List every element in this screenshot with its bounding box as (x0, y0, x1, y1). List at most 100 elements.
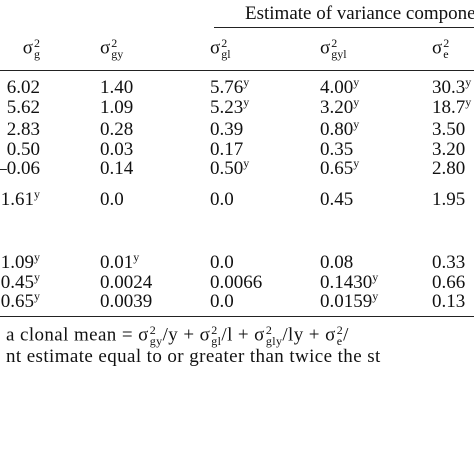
value: 4.00 (320, 77, 354, 98)
table-cell: 0.14 (100, 159, 133, 179)
table-cell: 2.80 (432, 159, 465, 179)
table-cell: 0.0 (210, 190, 234, 210)
table-cell: 0.39 (210, 120, 243, 140)
subscript: gyl (331, 47, 347, 61)
table-cell: 0.0 (100, 190, 124, 210)
table-cell: 0.65y (1, 289, 40, 312)
superscript: 2 (336, 323, 344, 337)
table-cell: 5.76y (210, 75, 250, 98)
text: 2.83 (6, 119, 40, 140)
superscript: 2 (443, 36, 450, 50)
value: 0.1430 (320, 272, 373, 293)
text: 1.40 (100, 77, 134, 98)
script-stack: 2 gly (265, 323, 283, 348)
superscript: 2 (265, 323, 273, 337)
table-cell: 0.1430y (320, 271, 378, 293)
script-stack: 2 gl (221, 37, 231, 61)
text: 1.95 (432, 189, 466, 210)
superscript: y (243, 75, 250, 89)
table-cell: 0.0159y (320, 289, 379, 312)
text: /y + (162, 324, 200, 346)
text: 3.50 (432, 119, 466, 140)
text: 5.62 (6, 97, 40, 118)
table-cell: 0.08 (320, 253, 353, 273)
value: 0.50 (210, 158, 244, 179)
superscript: 2 (111, 36, 118, 50)
table-cell: 0.03 (100, 140, 133, 160)
superscript: y (353, 156, 360, 170)
symbol: σ (432, 37, 443, 59)
table-cell: 0.65y (320, 156, 360, 179)
table-cell: 3.20 (432, 140, 465, 160)
table-cell: 3.20y (320, 96, 359, 118)
caption-rule (214, 27, 474, 28)
table-cell: 0.13 (432, 292, 465, 312)
table-cell: 0.35 (320, 140, 353, 160)
text: 0.28 (100, 119, 134, 140)
text: 6.02 (6, 77, 40, 98)
symbol: σ (138, 324, 149, 346)
superscript: 2 (331, 36, 338, 50)
symbol: σ (199, 324, 211, 346)
subscript: gl (221, 47, 231, 61)
value: 0.01 (100, 252, 134, 273)
subscript: gly (265, 334, 283, 348)
symbol: σ (325, 324, 336, 346)
value: 3.20 (320, 97, 354, 118)
text: –0.06 (0, 158, 40, 179)
text: 3.20 (432, 139, 466, 160)
value: 0.80 (320, 119, 354, 140)
table-cell: 30.3y (432, 75, 472, 98)
symbol: σ (210, 37, 221, 59)
table-cell: 0.50 (7, 140, 40, 160)
superscript: y (372, 289, 379, 303)
text: 0.17 (210, 139, 244, 160)
superscript: y (243, 156, 250, 170)
text: 0.0 (210, 291, 234, 312)
header-rule (0, 70, 474, 71)
table-cell: 0.45 (320, 190, 353, 210)
table-cell: 0.66 (432, 273, 465, 293)
script-stack: 2 gy (111, 36, 124, 61)
value: 0.0159 (320, 291, 373, 312)
table-cell: 0.50y (210, 156, 250, 179)
table-bottom-rule (0, 316, 474, 317)
column-header: σ 2 gy (100, 36, 124, 61)
table-cell: 1.09 (100, 98, 133, 118)
table-cell: 5.23y (210, 96, 249, 118)
value: 0.65 (320, 158, 354, 179)
subscript: g (34, 47, 40, 61)
text: 0.45 (320, 189, 354, 210)
superscript: 2 (211, 323, 218, 337)
text: 0.0024 (100, 272, 153, 293)
table-cell: –0.06 (0, 159, 40, 179)
subscript: gy (111, 47, 124, 61)
symbol: σ (254, 324, 265, 346)
table-cell: 0.0039 (100, 292, 152, 312)
table-cell: 0.01y (100, 250, 140, 273)
script-stack: 2 gyl (331, 36, 347, 61)
table-cell: 0.0 (210, 292, 234, 312)
value: 1.61 (0, 189, 34, 210)
table-cell: 0.0 (210, 253, 234, 273)
table-cell: 0.33 (432, 253, 465, 273)
subscript: gl (211, 334, 222, 348)
value: 1.09 (0, 252, 34, 273)
superscript: y (465, 75, 472, 89)
superscript: y (34, 289, 40, 303)
column-header: σ 2 gyl (320, 36, 347, 61)
superscript: y (133, 250, 140, 264)
text: 0.39 (210, 119, 244, 140)
text: 0.0039 (100, 291, 153, 312)
text: 0.13 (432, 291, 466, 312)
symbol: σ (320, 37, 331, 59)
table-cell: 0.17 (210, 140, 243, 160)
symbol: σ (100, 37, 111, 59)
table-cell: 3.50 (432, 120, 465, 140)
text: 0.0 (210, 252, 234, 273)
superscript: y (465, 95, 472, 109)
table-cell: 1.61y (0, 188, 40, 210)
